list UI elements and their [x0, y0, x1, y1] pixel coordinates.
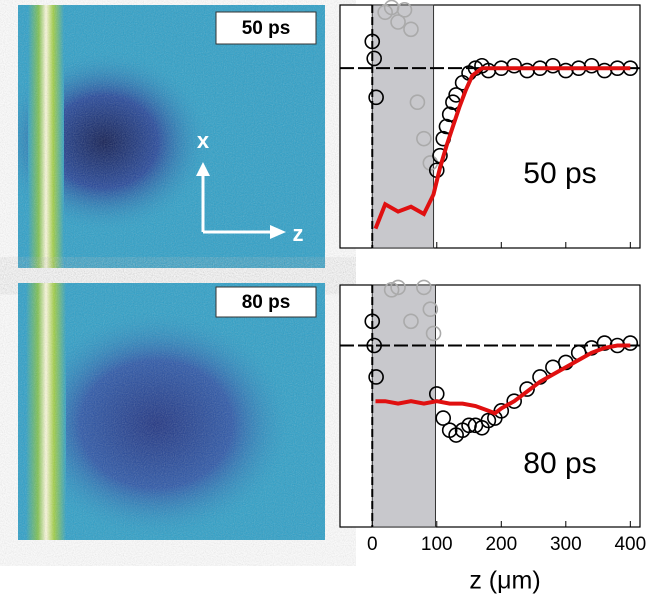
data-point: [425, 325, 442, 342]
data-point: [403, 313, 419, 330]
x-tick-label: 300: [550, 534, 582, 555]
data-line: [373, 66, 631, 230]
x-tick-label: 0: [367, 534, 378, 555]
shaded-region: [371, 284, 436, 528]
data-point: [403, 21, 419, 38]
data-point: [422, 301, 439, 318]
annotation: 80 ps: [523, 447, 596, 480]
data-point: [493, 403, 510, 419]
data-point: [416, 279, 432, 296]
plots: 50 ps 0 100 200 300 400 80 ps z (μm): [339, 0, 646, 595]
data-point: [364, 313, 381, 330]
data-point: [506, 393, 522, 409]
x-tick-label: 200: [485, 534, 517, 555]
data-point: [435, 410, 452, 426]
annotation: 50 ps: [523, 157, 596, 190]
data-point: [409, 94, 426, 110]
image-label: 50 ps: [242, 18, 291, 39]
data-point: [364, 33, 381, 50]
data-point: [366, 337, 382, 354]
x-axis-label: z (μm): [469, 567, 540, 595]
data-point: [366, 50, 382, 67]
data-point: [622, 335, 639, 351]
x-tick-label: 100: [421, 534, 453, 555]
axis-glyph: x: [197, 128, 210, 153]
data-point: [368, 369, 384, 385]
image-label: 80 ps: [242, 292, 291, 313]
data-point: [383, 282, 400, 298]
data-point: [519, 381, 535, 397]
data-point: [390, 279, 406, 296]
data-point: [368, 89, 384, 106]
data-point: [480, 412, 497, 429]
image-panel: 50 ps x z: [18, 5, 325, 268]
image-panel: 80 ps: [18, 283, 325, 540]
data-point: [390, 14, 406, 30]
axis-glyph: z: [293, 221, 304, 246]
x-tick-label: 400: [614, 534, 646, 555]
data-point: [396, 2, 413, 18]
data-point: [416, 130, 432, 147]
data-line: [375, 343, 631, 416]
